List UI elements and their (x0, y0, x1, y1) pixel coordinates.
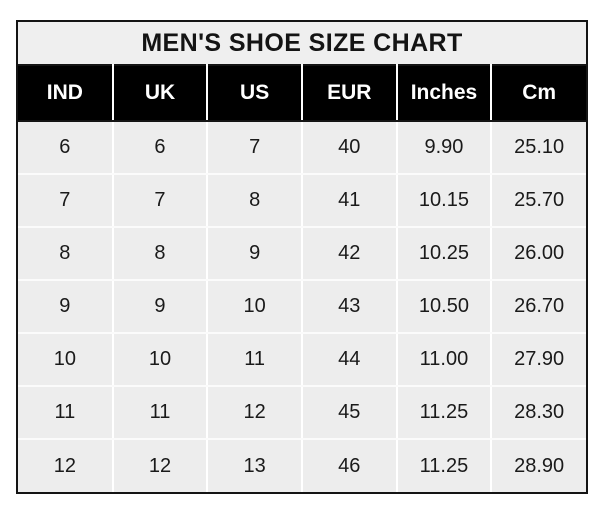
cell-ind: 11 (18, 386, 114, 440)
column-header-eur: EUR (301, 64, 398, 122)
column-header-us: US (207, 64, 303, 122)
cell-cm: 25.10 (491, 121, 586, 175)
cell-ind: 10 (18, 333, 114, 387)
cell-eur: 46 (301, 439, 398, 492)
cell-us: 9 (207, 227, 303, 281)
cell-inches: 11.25 (396, 386, 493, 440)
size-chart-card: MEN'S SHOE SIZE CHART IND UK US EUR Inches Cm… (16, 20, 588, 494)
cell-cm: 26.00 (491, 227, 586, 281)
cell-eur: 45 (301, 386, 398, 440)
cell-us: 10 (207, 280, 303, 334)
cell-uk: 8 (112, 227, 209, 281)
cell-cm: 28.30 (491, 386, 586, 440)
cell-ind: 8 (18, 227, 114, 281)
cell-us: 8 (207, 174, 303, 228)
cell-inches: 10.25 (396, 227, 493, 281)
cell-uk: 11 (112, 386, 209, 440)
cell-ind: 9 (18, 280, 114, 334)
table-row: 9 9 10 43 10.50 26.70 (18, 280, 586, 334)
table-row: 12 12 13 46 11.25 28.90 (18, 439, 586, 492)
cell-cm: 26.70 (491, 280, 586, 334)
table-row: 8 8 9 42 10.25 26.00 (18, 227, 586, 281)
cell-eur: 42 (301, 227, 398, 281)
cell-inches: 11.25 (396, 439, 493, 492)
cell-ind: 7 (18, 174, 114, 228)
cell-uk: 10 (112, 333, 209, 387)
cell-uk: 12 (112, 439, 209, 492)
cell-inches: 9.90 (396, 121, 493, 175)
cell-cm: 25.70 (491, 174, 586, 228)
cell-ind: 6 (18, 121, 114, 175)
cell-cm: 28.90 (491, 439, 586, 492)
table-row: 6 6 7 40 9.90 25.10 (18, 121, 586, 175)
column-header-uk: UK (112, 64, 209, 122)
table-row: 11 11 12 45 11.25 28.30 (18, 386, 586, 440)
cell-uk: 7 (112, 174, 209, 228)
column-header-ind: IND (18, 64, 114, 122)
cell-eur: 40 (301, 121, 398, 175)
cell-inches: 10.15 (396, 174, 493, 228)
page-title: MEN'S SHOE SIZE CHART (18, 22, 586, 64)
shoe-size-table: IND UK US EUR Inches Cm 6 6 7 40 9.90 25.10 7 7 8 41 10… (18, 64, 586, 492)
cell-inches: 11.00 (396, 333, 493, 387)
cell-eur: 41 (301, 174, 398, 228)
cell-ind: 12 (18, 439, 114, 492)
cell-uk: 9 (112, 280, 209, 334)
table-body: 6 6 7 40 9.90 25.10 7 7 8 41 10.15 25.70 8 8 9 42 10.25 2… (18, 121, 586, 492)
table-header: IND UK US EUR Inches Cm (18, 64, 586, 122)
cell-us: 7 (207, 121, 303, 175)
cell-us: 12 (207, 386, 303, 440)
table-header-row: IND UK US EUR Inches Cm (18, 64, 586, 122)
cell-uk: 6 (112, 121, 209, 175)
column-header-cm: Cm (491, 64, 586, 122)
table-row: 7 7 8 41 10.15 25.70 (18, 174, 586, 228)
cell-us: 13 (207, 439, 303, 492)
cell-cm: 27.90 (491, 333, 586, 387)
cell-inches: 10.50 (396, 280, 493, 334)
cell-us: 11 (207, 333, 303, 387)
column-header-inches: Inches (396, 64, 493, 122)
table-row: 10 10 11 44 11.00 27.90 (18, 333, 586, 387)
cell-eur: 44 (301, 333, 398, 387)
cell-eur: 43 (301, 280, 398, 334)
